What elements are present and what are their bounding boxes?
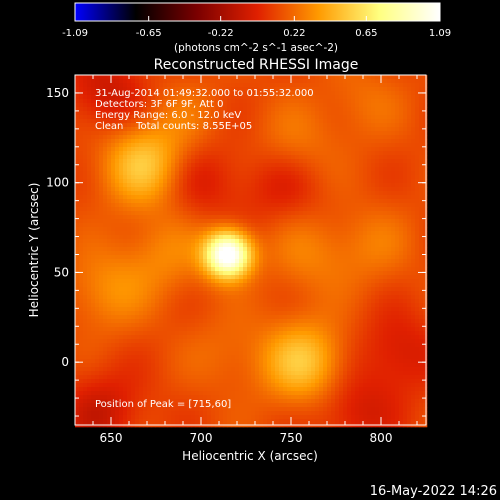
colorbar-unit-label: (photons cm^-2 s^-1 asec^-2) [174, 42, 338, 54]
plot-frame [74, 74, 427, 426]
annotation-block: 31-Aug-2014 01:49:32.000 to 01:55:32.000… [95, 88, 314, 132]
y-tick-label: 0 [61, 355, 69, 369]
colorbar-tick-label: 0.22 [283, 28, 305, 39]
colorbar-tick-label: 0.65 [355, 28, 377, 39]
y-tick-label: 50 [54, 265, 69, 279]
colorbar [75, 3, 440, 21]
y-tick-label: 100 [46, 176, 69, 190]
colorbar-tick-label: -0.65 [136, 28, 162, 39]
x-tick-label: 750 [280, 431, 303, 445]
x-tick-label: 700 [190, 431, 213, 445]
annotation-line: 31-Aug-2014 01:49:32.000 to 01:55:32.000 [95, 88, 314, 99]
y-tick-label: 150 [46, 86, 69, 100]
x-tick-label: 650 [100, 431, 123, 445]
y-axis-label: Heliocentric Y (arcsec) [27, 183, 41, 318]
colorbar-tick-label: 1.09 [429, 28, 451, 39]
peak-position-label: Position of Peak = [715,60] [95, 399, 231, 410]
annotation-line: Clean Total counts: 8.55E+05 [95, 121, 252, 132]
footer-timestamp: 16-May-2022 14:26 [370, 484, 497, 499]
heatmap-image [75, 75, 428, 428]
colorbar-tick-label: -1.09 [62, 28, 88, 39]
chart-title: Reconstructed RHESSI Image [154, 57, 359, 73]
x-tick-label: 800 [370, 431, 393, 445]
colorbar-ticks: -1.09 -0.65 -0.22 0.22 0.65 1.09 [62, 16, 451, 39]
annotation-line: Detectors: 3F 6F 9F, Att 0 [95, 99, 223, 110]
colorbar-tick-label: -0.22 [208, 28, 234, 39]
axes-ticks: 650 700 750 800 0 50 100 150 [46, 74, 426, 445]
x-axis-label: Heliocentric X (arcsec) [182, 449, 318, 463]
annotation-line: Energy Range: 6.0 - 12.0 keV [95, 110, 241, 121]
